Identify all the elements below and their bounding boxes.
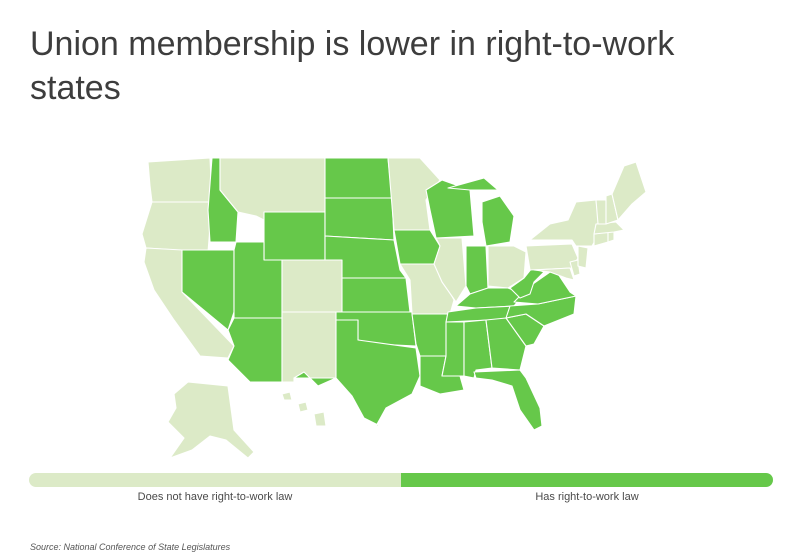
- state-texas: [293, 319, 421, 427]
- state-alaska: [167, 381, 255, 459]
- state-arizona: [227, 317, 283, 383]
- state-wisconsin: [425, 179, 475, 239]
- state-nevada: [181, 249, 235, 331]
- source-note: Source: National Conference of State Leg…: [30, 542, 231, 552]
- state-pennsylvania: [525, 243, 579, 271]
- state-kansas: [341, 277, 411, 313]
- us-map: [130, 150, 670, 465]
- state-south-dakota: [324, 197, 395, 241]
- us-map-svg: [141, 157, 647, 459]
- state-washington: [147, 157, 213, 203]
- legend-bar: [29, 473, 773, 487]
- state-hawaii: [281, 391, 327, 427]
- state-mississippi: [441, 321, 465, 377]
- state-oregon: [141, 201, 213, 253]
- state-north-dakota: [324, 157, 393, 199]
- chart-title: Union membership is lower in right-to-wo…: [30, 25, 675, 107]
- state-iowa: [393, 229, 441, 265]
- state-new-york: [529, 199, 601, 247]
- state-rhode-island: [607, 231, 615, 243]
- legend-swatch-rtw: [401, 473, 773, 487]
- state-new-jersey: [577, 245, 589, 269]
- state-michigan: [447, 177, 515, 247]
- state-maryland: [533, 267, 575, 281]
- legend-label-no-rtw: Does not have right-to-work law: [137, 491, 293, 503]
- state-illinois: [433, 237, 467, 303]
- legend-label-rtw: Has right-to-work law: [535, 491, 639, 503]
- state-arkansas: [411, 313, 451, 357]
- legend-swatch-no-rtw: [29, 473, 401, 487]
- state-florida: [473, 369, 543, 431]
- state-west-virginia: [509, 267, 545, 299]
- state-new-mexico: [281, 311, 337, 383]
- state-vermont: [595, 199, 607, 225]
- state-indiana: [465, 245, 489, 295]
- state-georgia: [485, 317, 527, 371]
- state-maine: [611, 161, 647, 221]
- state-colorado: [281, 259, 343, 313]
